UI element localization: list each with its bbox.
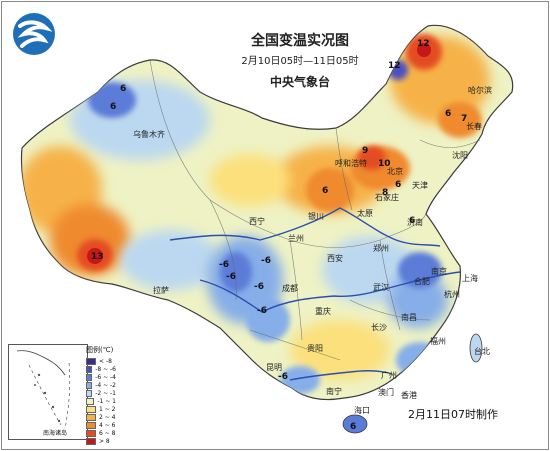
temperature-value: 12 xyxy=(388,61,401,71)
city-label: 澳门 xyxy=(378,388,394,397)
city-label: 贵阳 xyxy=(307,344,323,353)
legend-item: -8 ~ -6 xyxy=(86,365,116,373)
legend-swatch xyxy=(86,381,93,389)
temperature-value: 6 xyxy=(445,109,452,119)
city-label: 北京 xyxy=(387,167,403,176)
legend-swatch xyxy=(86,357,96,365)
city-label: 郑州 xyxy=(373,244,389,253)
legend-label: 4 ~ 6 xyxy=(99,421,116,429)
legend-swatch xyxy=(86,397,95,405)
city-label: 哈尔滨 xyxy=(468,86,492,95)
city-label: 南宁 xyxy=(326,387,342,396)
city-label: 乌鲁木齐 xyxy=(133,130,165,139)
temperature-value: -6 xyxy=(219,260,229,270)
legend-swatch xyxy=(86,373,93,381)
city-label: 海口 xyxy=(354,406,370,415)
city-label: 天津 xyxy=(412,181,428,190)
temperature-value: -6 xyxy=(261,256,271,266)
legend-item: > 8 xyxy=(86,437,116,445)
legend-label: -6 ~ -4 xyxy=(95,373,116,381)
city-label: 南昌 xyxy=(401,313,417,322)
production-time: 2月11日07时制作 xyxy=(408,408,498,421)
city-label: 西宁 xyxy=(249,217,265,226)
city-label: 拉萨 xyxy=(153,286,169,295)
temperature-value: 6 xyxy=(110,102,117,112)
legend-item: -1 ~ 1 xyxy=(86,397,116,405)
city-label: 西安 xyxy=(327,254,343,263)
temperature-value: -6 xyxy=(226,272,236,282)
legend-label: 6 ~ 8 xyxy=(99,429,116,437)
city-label: 石家庄 xyxy=(375,193,399,202)
legend-label: 2 ~ 4 xyxy=(99,413,116,421)
legend-swatch xyxy=(86,413,96,421)
legend-label: -8 ~ -6 xyxy=(95,365,116,373)
city-label: 长沙 xyxy=(371,323,387,332)
temperature-value: 10 xyxy=(378,159,391,169)
city-label: 上海 xyxy=(462,274,478,283)
temperature-value: -6 xyxy=(254,282,264,292)
legend-label: 1 ~ 2 xyxy=(99,405,116,413)
legend: 图例(℃) < -8 -8 ~ -6 -6 ~ -4 -4 ~ -2 -2 ~ -1 -1… xyxy=(86,345,116,445)
legend-swatch xyxy=(86,437,96,445)
legend-swatch xyxy=(86,365,93,373)
temperature-value: 6 xyxy=(120,84,127,94)
temperature-value: -6 xyxy=(278,372,288,382)
map-title: 全国变温实况图 xyxy=(251,33,349,49)
temperature-value: 9 xyxy=(362,146,369,156)
inset-label: 南海诸岛 xyxy=(43,430,68,437)
city-label: 银川 xyxy=(308,212,324,221)
temperature-value: 6 xyxy=(350,422,357,432)
temperature-value: 6 xyxy=(409,216,416,226)
temperature-value: 7 xyxy=(461,114,468,124)
legend-swatch xyxy=(86,429,96,437)
legend-item: < -8 xyxy=(86,357,116,365)
legend-label: < -8 xyxy=(99,357,112,365)
legend-item: -6 ~ -4 xyxy=(86,373,116,381)
temperature-value: 13 xyxy=(91,252,104,262)
legend-label: -4 ~ -2 xyxy=(95,381,116,389)
legend-label: -1 ~ 1 xyxy=(97,397,116,405)
city-label: 太原 xyxy=(357,209,373,218)
city-label: 杭州 xyxy=(444,290,460,299)
legend-title: 图例(℃) xyxy=(86,346,114,354)
legend-swatch xyxy=(86,421,96,429)
issuing-agency: 中央气象台 xyxy=(269,75,330,89)
city-label: 福州 xyxy=(430,337,446,346)
legend-item: 4 ~ 6 xyxy=(86,421,116,429)
city-label: 济南 xyxy=(407,218,423,227)
legend-item: 2 ~ 4 xyxy=(86,413,116,421)
city-label: 沈阳 xyxy=(452,151,468,160)
legend-item: 6 ~ 8 xyxy=(86,429,116,437)
temperature-value: -6 xyxy=(257,306,267,316)
city-label: 武汉 xyxy=(373,283,389,292)
city-label: 兰州 xyxy=(288,234,304,243)
city-label: 台北 xyxy=(474,347,490,356)
city-label: 合肥 xyxy=(414,277,430,286)
legend-label: -2 ~ -1 xyxy=(95,389,116,397)
legend-label: > 8 xyxy=(99,437,110,445)
city-label: 南京 xyxy=(431,267,447,276)
city-label: 成都 xyxy=(282,284,298,293)
south-china-sea-inset xyxy=(8,344,88,440)
city-label: 重庆 xyxy=(315,307,331,316)
temperature-value: 12 xyxy=(417,39,430,49)
city-label: 香港 xyxy=(401,391,417,400)
temperature-value: 6 xyxy=(395,180,402,190)
city-label: 昆明 xyxy=(266,363,282,372)
cma-logo-icon xyxy=(10,10,58,58)
city-label: 呼和浩特 xyxy=(335,159,367,168)
temperature-value: 8 xyxy=(382,188,389,198)
legend-item: -2 ~ -1 xyxy=(86,389,116,397)
temperature-value: 6 xyxy=(322,186,329,196)
legend-swatch xyxy=(86,389,93,397)
city-label: 广州 xyxy=(381,371,397,380)
legend-swatch xyxy=(86,405,96,413)
city-label: 长春 xyxy=(466,122,482,131)
legend-item: 1 ~ 2 xyxy=(86,405,116,413)
legend-item: -4 ~ -2 xyxy=(86,381,116,389)
map-time-range: 2月10日05时—11日05时 xyxy=(241,56,359,67)
